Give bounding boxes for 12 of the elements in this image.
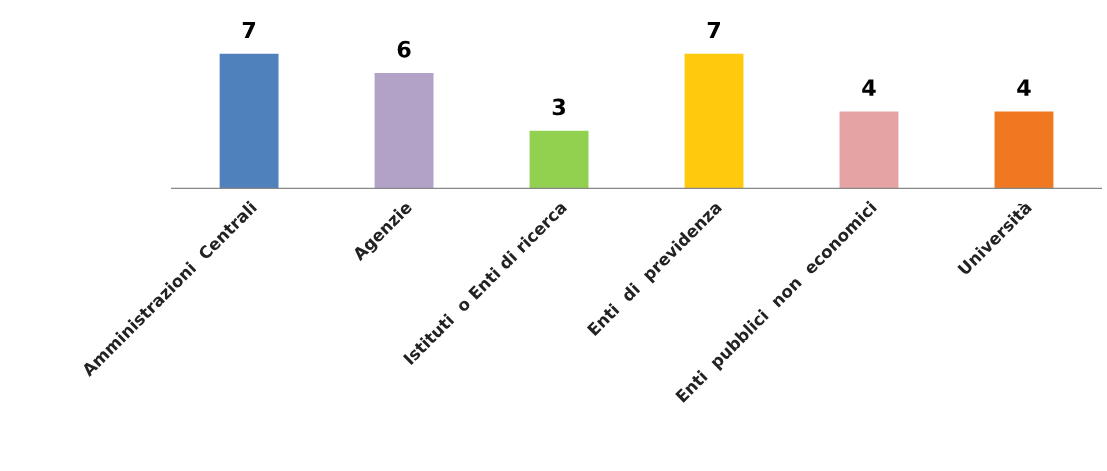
data-label: 7	[242, 21, 256, 39]
data-label: 4	[862, 79, 876, 96]
bar	[529, 130, 589, 189]
bar	[219, 53, 279, 189]
bar	[994, 111, 1054, 189]
bar	[374, 73, 434, 189]
bar	[839, 111, 899, 189]
bar	[684, 53, 744, 189]
data-label: 3	[552, 98, 565, 116]
data-label: 7	[707, 21, 720, 39]
data-label: 6	[397, 40, 411, 58]
data-label: 4	[1017, 79, 1031, 96]
